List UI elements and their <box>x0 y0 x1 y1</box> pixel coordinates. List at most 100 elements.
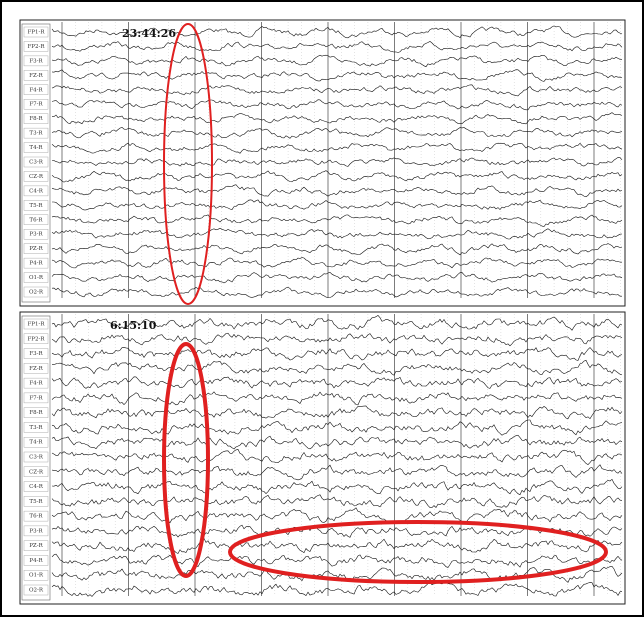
channel-label: O1-R <box>29 573 44 579</box>
channel-label: F4-R <box>29 87 43 93</box>
channel-label: PZ-R <box>29 543 43 549</box>
channel-label-box <box>23 318 49 330</box>
channel-label-box <box>23 510 49 522</box>
eeg-trace <box>51 257 623 269</box>
eeg-trace <box>51 69 623 82</box>
eeg-trace <box>52 199 623 211</box>
channel-label: C3-R <box>29 455 44 461</box>
channel-label: FZ-R <box>29 73 43 79</box>
channel-label-box <box>23 70 49 81</box>
channel-label: T3-R <box>29 425 43 431</box>
channel-label: T6-R <box>29 217 43 223</box>
eeg-trace <box>51 157 623 167</box>
panels: 23:44:26 FP1-R FP2-R F3-R FZ-R F4-R F7-R F8-R T3… <box>19 19 626 605</box>
eeg-trace <box>51 419 623 436</box>
channel-label-box <box>23 200 49 211</box>
eeg-trace <box>51 376 623 389</box>
channel-label: P4-R <box>29 558 43 564</box>
eeg-trace <box>51 214 623 227</box>
channel-label-box <box>23 363 49 374</box>
channel-label: P3-R <box>29 528 43 534</box>
channel-label: T5-R <box>29 203 43 209</box>
eeg-trace <box>51 184 623 198</box>
channel-label: F8-R <box>29 410 43 416</box>
channel-label-box <box>23 437 49 448</box>
channel-label-box <box>23 333 49 344</box>
channel-label: FP1-R <box>27 30 45 36</box>
channel-label-box <box>23 422 49 433</box>
eeg-trace <box>51 332 623 347</box>
eeg-trace <box>51 84 623 97</box>
channel-label-box <box>23 525 49 537</box>
eeg-trace <box>51 315 623 331</box>
eeg-trace <box>51 347 623 361</box>
channel-label: T4-R <box>29 440 43 446</box>
channel-label-box <box>23 272 49 283</box>
highlight-ellipse <box>162 342 210 578</box>
channel-label: P3-R <box>29 232 43 238</box>
eeg-trace <box>51 391 623 406</box>
eeg-trace <box>51 227 623 240</box>
channel-label-box <box>23 156 49 168</box>
eeg-trace <box>51 565 623 583</box>
channel-label: T5-R <box>29 499 43 505</box>
channel-label: F4-R <box>29 381 43 387</box>
channel-label-box <box>23 142 49 153</box>
eeg-trace <box>51 538 623 554</box>
panel <box>19 311 626 605</box>
channel-label-box <box>23 229 49 240</box>
channel-label-box <box>23 407 49 418</box>
channel-label-box <box>23 257 49 269</box>
channel-label-box <box>23 84 49 95</box>
eeg-trace <box>51 553 623 568</box>
channel-label: FP1-R <box>27 322 45 328</box>
timestamp: 23:44:26 <box>122 27 176 40</box>
channel-label: T6-R <box>29 514 43 520</box>
channel-label: FP2-R <box>27 336 45 342</box>
channel-label-box <box>23 286 49 298</box>
channel-label-box <box>23 584 49 596</box>
eeg-trace <box>51 405 623 420</box>
channel-label-box <box>23 377 49 389</box>
channel-label-box <box>23 113 49 124</box>
eeg-trace <box>51 464 623 481</box>
eeg-trace <box>51 478 623 496</box>
channel-label-box <box>23 185 49 197</box>
eeg-trace <box>51 359 623 376</box>
channel-label: C4-R <box>29 484 44 490</box>
eeg-trace <box>51 41 623 53</box>
channel-label-box <box>23 570 49 581</box>
channel-label-box <box>23 481 49 492</box>
channel-label: P4-R <box>29 261 43 267</box>
channel-label-box <box>23 99 49 110</box>
channel-label-box <box>23 127 49 139</box>
highlight-ellipse <box>163 23 213 305</box>
eeg-trace <box>51 25 623 39</box>
channel-label: C3-R <box>29 160 44 166</box>
eeg-trace <box>51 494 623 508</box>
timestamp: 6:15:10 <box>110 319 157 332</box>
channel-label: CZ-R <box>29 469 44 475</box>
eeg-trace <box>51 507 623 524</box>
channel-label-box <box>23 392 49 404</box>
channel-label-box <box>23 55 49 67</box>
channel-label-box <box>23 555 49 566</box>
channel-label: PZ-R <box>29 246 43 252</box>
channel-label-box <box>23 243 49 254</box>
channel-label: F7-R <box>29 102 43 108</box>
channel-label-box <box>23 26 49 38</box>
eeg-trace <box>51 112 623 125</box>
channel-label: O2-R <box>29 290 44 296</box>
eeg-trace <box>51 142 623 154</box>
eeg-trace <box>51 170 623 183</box>
channel-label-box <box>23 540 49 551</box>
channel-label: T3-R <box>29 131 43 137</box>
eeg-trace <box>51 449 623 465</box>
channel-label-box <box>23 466 49 477</box>
eeg-trace <box>51 286 622 298</box>
channel-label-box <box>23 171 49 182</box>
channel-label: FP2-R <box>27 44 45 50</box>
eeg-trace <box>51 126 623 139</box>
channel-label-box <box>23 496 49 507</box>
